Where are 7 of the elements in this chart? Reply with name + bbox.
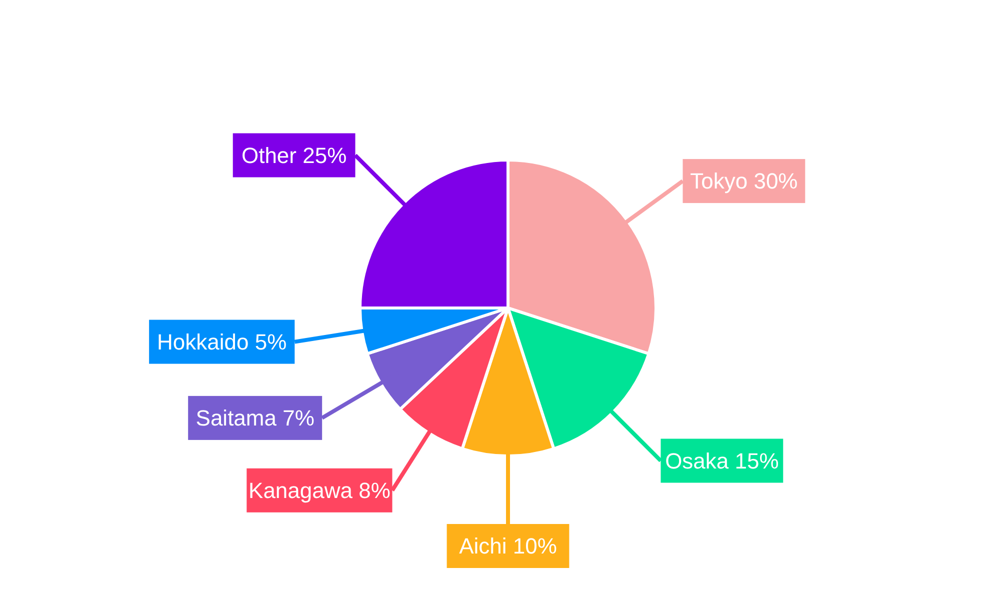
slice-label: Tokyo 30% — [690, 168, 798, 194]
slice-label: Kanagawa 8% — [248, 478, 390, 504]
slice-label: Hokkaido 5% — [157, 329, 287, 354]
slice-label: Osaka 15% — [665, 448, 779, 474]
slice-label: Aichi 10% — [459, 534, 557, 559]
slice-label: Saitama 7% — [196, 406, 314, 431]
slice-label: Other 25% — [241, 142, 347, 168]
